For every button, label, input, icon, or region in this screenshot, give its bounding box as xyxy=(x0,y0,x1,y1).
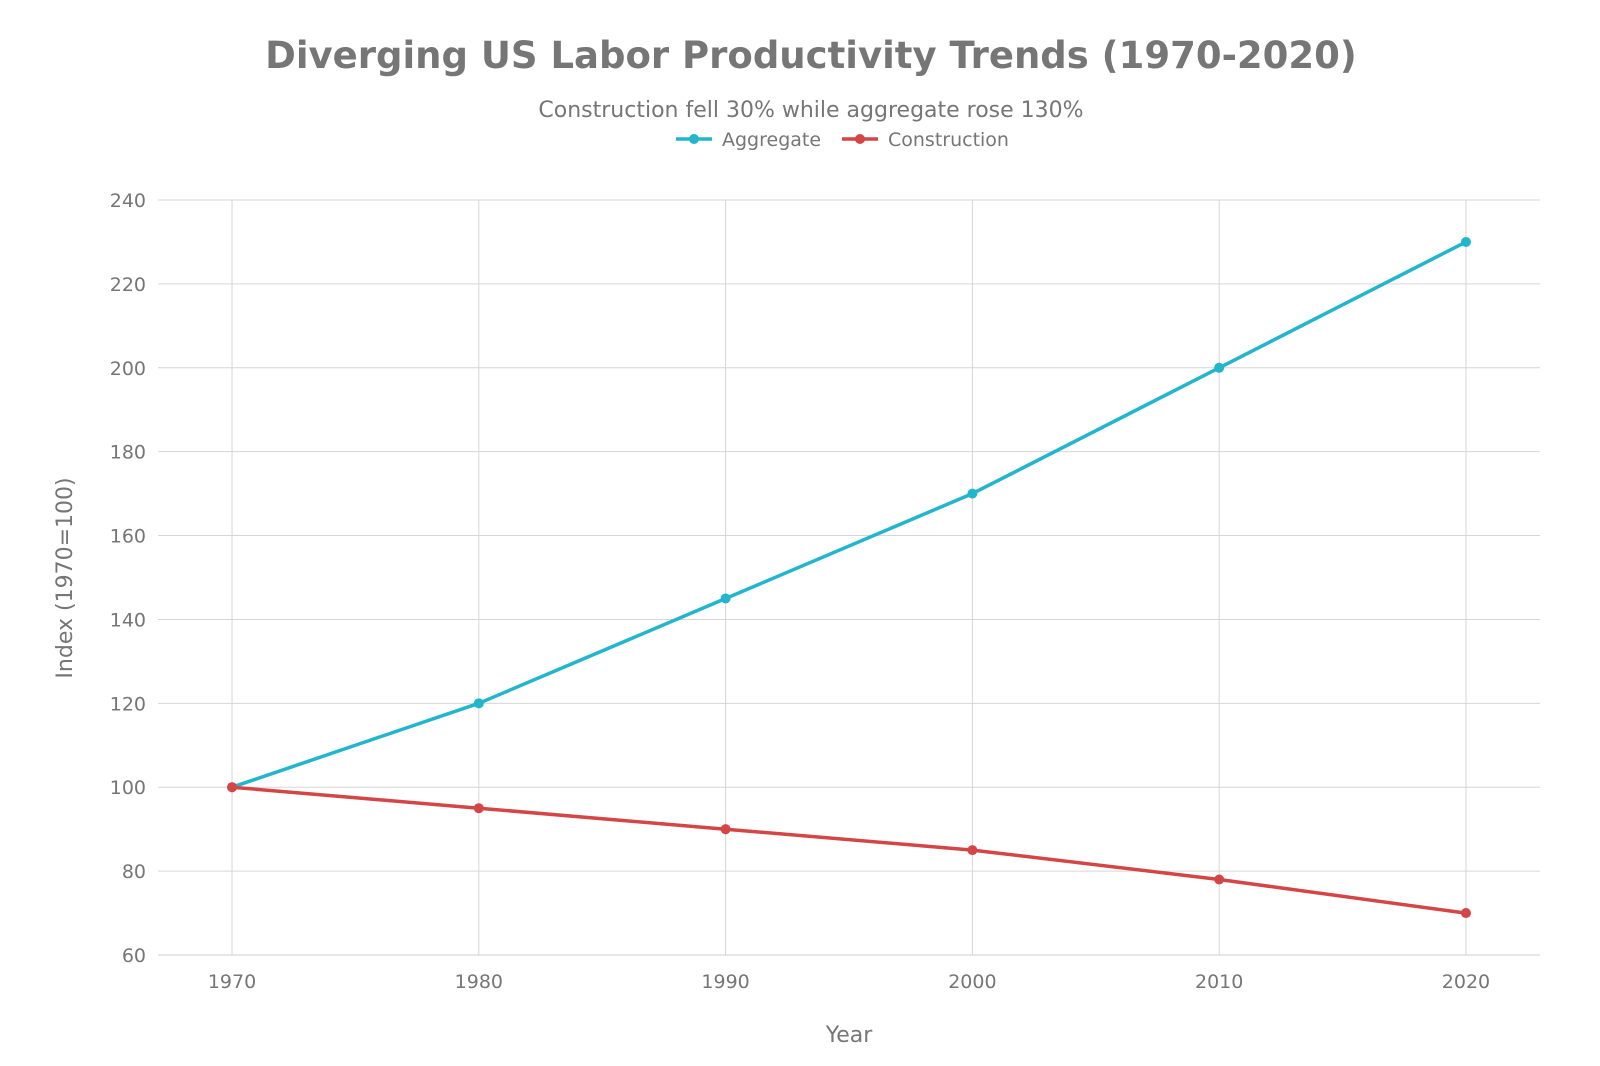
x-gridlines xyxy=(231,200,1467,955)
series-aggregate xyxy=(227,236,1471,793)
series-layer xyxy=(227,236,1471,919)
data-point-construction[interactable] xyxy=(720,824,731,835)
y-axis-title: Index (1970=100) xyxy=(53,477,78,678)
legend-swatch-marker xyxy=(689,134,699,144)
y-tick-label: 200 xyxy=(110,358,146,380)
y-tick-label: 160 xyxy=(110,526,146,548)
series-line-construction xyxy=(230,785,1468,915)
x-axis-title: Year xyxy=(825,1023,874,1048)
legend: Aggregate Construction xyxy=(676,129,1009,151)
series-line-aggregate xyxy=(230,240,1468,789)
x-tick-label: 1980 xyxy=(455,971,503,993)
y-tick-label: 120 xyxy=(110,693,146,715)
series-construction xyxy=(227,782,1471,919)
legend-label: Construction xyxy=(888,129,1009,151)
legend-item-construction[interactable]: Construction xyxy=(842,129,1009,151)
chart-title: Diverging US Labor Productivity Trends (… xyxy=(265,34,1357,77)
y-tick-label: 140 xyxy=(110,609,146,631)
data-point-aggregate[interactable] xyxy=(1460,236,1471,247)
y-tick-label: 80 xyxy=(122,861,146,883)
x-tick-label: 2020 xyxy=(1442,971,1490,993)
data-point-aggregate[interactable] xyxy=(1214,362,1225,373)
y-tick-label: 180 xyxy=(110,442,146,464)
x-tick-labels: 1970 1980 1990 2000 2010 2020 xyxy=(208,971,1490,993)
legend-label: Aggregate xyxy=(722,129,821,151)
data-point-construction[interactable] xyxy=(967,845,978,856)
y-tick-label: 100 xyxy=(110,777,146,799)
data-point-aggregate[interactable] xyxy=(967,488,978,499)
data-point-construction[interactable] xyxy=(1460,908,1471,919)
y-tick-labels: 60 80 100 120 140 160 180 200 220 240 xyxy=(110,190,146,967)
legend-item-aggregate[interactable]: Aggregate xyxy=(676,129,821,151)
y-tick-label: 220 xyxy=(110,274,146,296)
x-tick-label: 2010 xyxy=(1195,971,1243,993)
legend-swatch-marker xyxy=(855,134,865,144)
y-tick-label: 60 xyxy=(122,945,146,967)
data-point-aggregate[interactable] xyxy=(473,698,484,709)
data-point-construction[interactable] xyxy=(227,782,238,793)
data-point-construction[interactable] xyxy=(1214,874,1225,885)
x-tick-label: 1970 xyxy=(208,971,256,993)
y-gridlines xyxy=(158,199,1540,956)
x-tick-label: 2000 xyxy=(948,971,996,993)
x-tick-label: 1990 xyxy=(701,971,749,993)
chart-subtitle: Construction fell 30% while aggregate ro… xyxy=(538,98,1083,123)
data-point-construction[interactable] xyxy=(473,803,484,814)
data-point-aggregate[interactable] xyxy=(720,593,731,604)
y-tick-label: 240 xyxy=(110,190,146,212)
